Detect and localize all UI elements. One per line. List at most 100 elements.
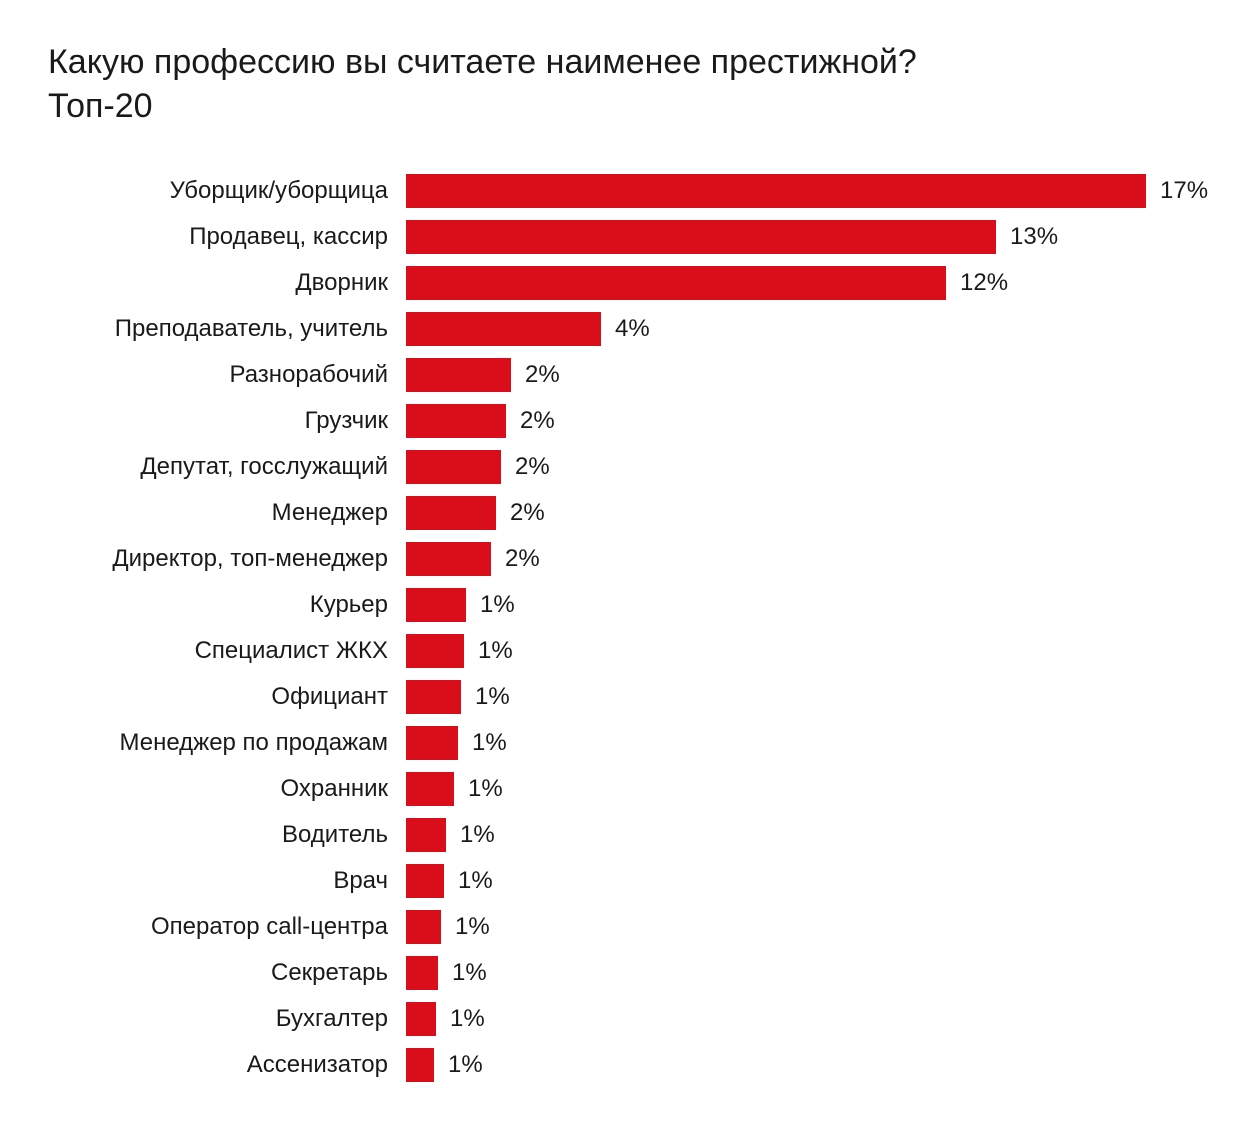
bar xyxy=(406,358,511,392)
bar-value: 1% xyxy=(464,637,513,665)
bar-area: 1% xyxy=(406,950,1210,996)
bar xyxy=(406,312,601,346)
bar-value: 1% xyxy=(458,729,507,757)
bar xyxy=(406,404,506,438)
bar-row: Депутат, госслужащий 2% xyxy=(48,444,1210,490)
bar-chart: Уборщик/уборщица 17% Продавец, кассир 13% Дв… xyxy=(48,168,1210,1088)
bar-area: 1% xyxy=(406,1042,1210,1088)
bar-row: Уборщик/уборщица 17% xyxy=(48,168,1210,214)
bar-value: 17% xyxy=(1146,177,1208,205)
bar-label: Менеджер по продажам xyxy=(48,729,406,757)
bar xyxy=(406,864,444,898)
bar-value: 2% xyxy=(511,361,560,389)
bar-row: Оператор call-центра 1% xyxy=(48,904,1210,950)
bar-label: Специалист ЖКХ xyxy=(48,637,406,665)
bar-label: Депутат, госслужащий xyxy=(48,453,406,481)
bar xyxy=(406,772,454,806)
bar xyxy=(406,496,496,530)
bar xyxy=(406,266,946,300)
bar-label: Курьер xyxy=(48,591,406,619)
bar-area: 1% xyxy=(406,674,1210,720)
bar-value: 1% xyxy=(454,775,503,803)
bar-row: Дворник 12% xyxy=(48,260,1210,306)
bar-row: Курьер 1% xyxy=(48,582,1210,628)
bar-label: Секретарь xyxy=(48,959,406,987)
bar xyxy=(406,220,996,254)
bar-area: 2% xyxy=(406,444,1210,490)
bar-row: Официант 1% xyxy=(48,674,1210,720)
bar-label: Врач xyxy=(48,867,406,895)
bar-area: 13% xyxy=(406,214,1210,260)
bar-label: Официант xyxy=(48,683,406,711)
bar-label: Менеджер xyxy=(48,499,406,527)
bar-value: 12% xyxy=(946,269,1008,297)
bar-value: 2% xyxy=(501,453,550,481)
bar-label: Водитель xyxy=(48,821,406,849)
bar-value: 2% xyxy=(506,407,555,435)
bar-area: 1% xyxy=(406,858,1210,904)
bar-value: 1% xyxy=(441,913,490,941)
bar-value: 4% xyxy=(601,315,650,343)
bar xyxy=(406,1048,434,1082)
bar-row: Ассенизатор 1% xyxy=(48,1042,1210,1088)
bar-row: Специалист ЖКХ 1% xyxy=(48,628,1210,674)
bar-label: Оператор call-центра xyxy=(48,913,406,941)
bar-area: 2% xyxy=(406,352,1210,398)
bar-area: 1% xyxy=(406,628,1210,674)
bar-area: 1% xyxy=(406,904,1210,950)
bar-row: Директор, топ-менеджер 2% xyxy=(48,536,1210,582)
bar-area: 2% xyxy=(406,398,1210,444)
bar-value: 1% xyxy=(436,1005,485,1033)
bar-value: 13% xyxy=(996,223,1058,251)
bar-value: 2% xyxy=(496,499,545,527)
bar-area: 2% xyxy=(406,536,1210,582)
bar-label: Разнорабочий xyxy=(48,361,406,389)
bar-row: Водитель 1% xyxy=(48,812,1210,858)
bar-label: Бухгалтер xyxy=(48,1005,406,1033)
bar-area: 1% xyxy=(406,996,1210,1042)
bar-row: Менеджер 2% xyxy=(48,490,1210,536)
bar xyxy=(406,1002,436,1036)
bar-row: Менеджер по продажам 1% xyxy=(48,720,1210,766)
bar-label: Дворник xyxy=(48,269,406,297)
bar-row: Грузчик 2% xyxy=(48,398,1210,444)
bar-area: 12% xyxy=(406,260,1210,306)
bar-area: 4% xyxy=(406,306,1210,352)
bar xyxy=(406,726,458,760)
bar xyxy=(406,956,438,990)
bar-row: Продавец, кассир 13% xyxy=(48,214,1210,260)
bar-row: Секретарь 1% xyxy=(48,950,1210,996)
bar-value: 1% xyxy=(438,959,487,987)
bar-value: 1% xyxy=(444,867,493,895)
bar-area: 2% xyxy=(406,490,1210,536)
bar-value: 1% xyxy=(461,683,510,711)
bar-label: Директор, топ-менеджер xyxy=(48,545,406,573)
bar xyxy=(406,174,1146,208)
bar-row: Охранник 1% xyxy=(48,766,1210,812)
bar-area: 17% xyxy=(406,168,1210,214)
bar-area: 1% xyxy=(406,582,1210,628)
bar xyxy=(406,450,501,484)
bar xyxy=(406,680,461,714)
bar-area: 1% xyxy=(406,812,1210,858)
bar-label: Продавец, кассир xyxy=(48,223,406,251)
bar-value: 2% xyxy=(491,545,540,573)
bar-label: Уборщик/уборщица xyxy=(48,177,406,205)
bar-label: Охранник xyxy=(48,775,406,803)
bar-value: 1% xyxy=(466,591,515,619)
bar-label: Преподаватель, учитель xyxy=(48,315,406,343)
bar-label: Ассенизатор xyxy=(48,1051,406,1079)
bar xyxy=(406,910,441,944)
bar-area: 1% xyxy=(406,720,1210,766)
bar-row: Бухгалтер 1% xyxy=(48,996,1210,1042)
bar xyxy=(406,634,464,668)
bar xyxy=(406,542,491,576)
bar-value: 1% xyxy=(434,1051,483,1079)
bar-row: Врач 1% xyxy=(48,858,1210,904)
chart-title: Какую профессию вы считаете наименее пре… xyxy=(48,40,1210,128)
bar xyxy=(406,588,466,622)
bar-label: Грузчик xyxy=(48,407,406,435)
bar-area: 1% xyxy=(406,766,1210,812)
bar-value: 1% xyxy=(446,821,495,849)
bar-row: Преподаватель, учитель 4% xyxy=(48,306,1210,352)
